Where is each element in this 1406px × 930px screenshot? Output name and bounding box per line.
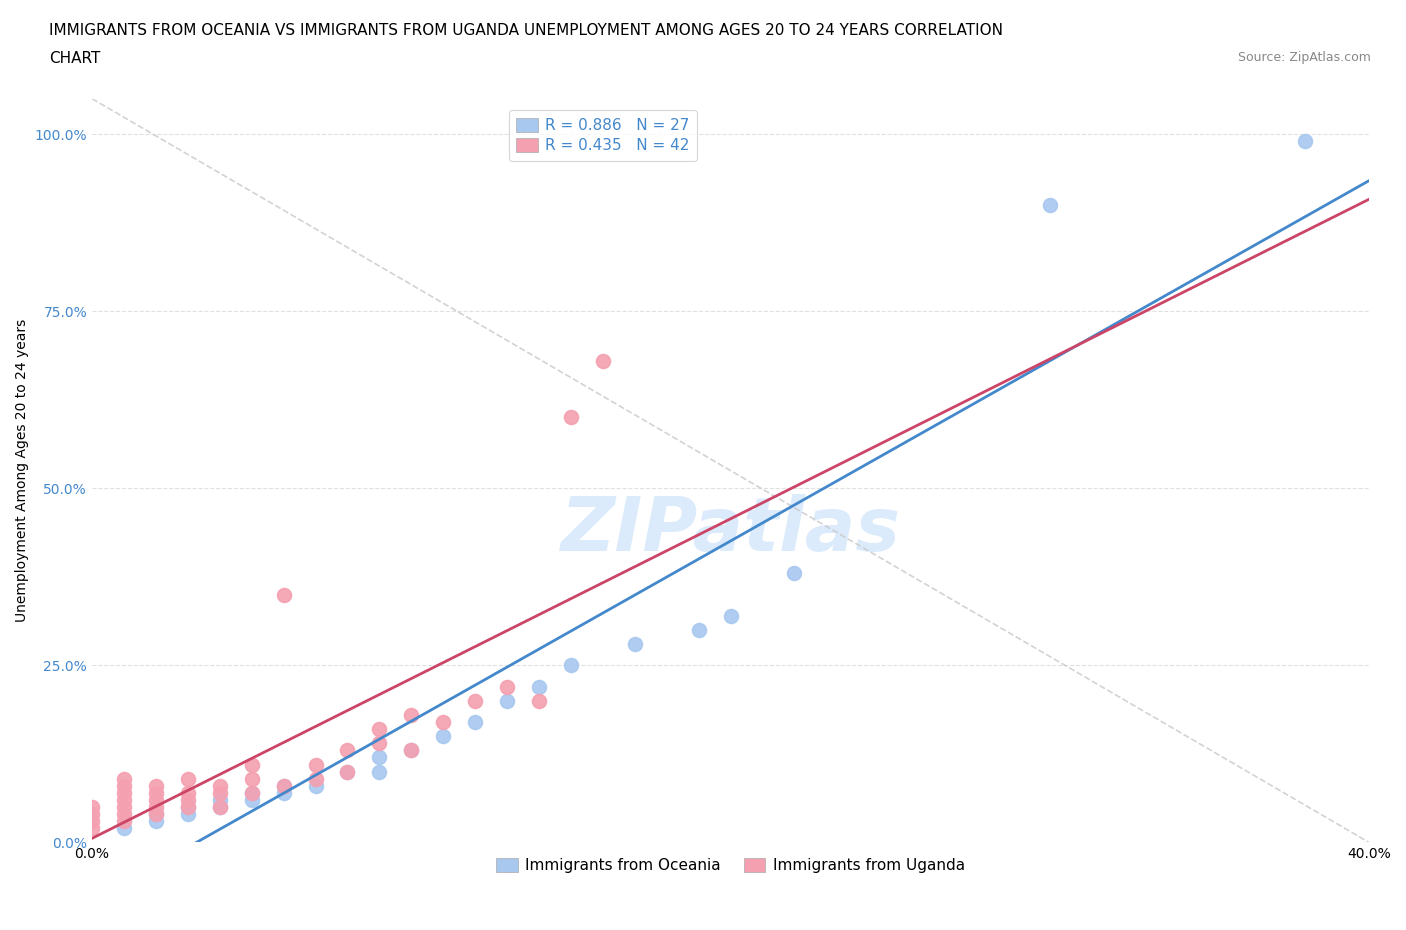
Point bbox=[112, 786, 135, 801]
Point bbox=[273, 587, 295, 602]
Point bbox=[273, 778, 295, 793]
Point bbox=[496, 694, 519, 709]
Point bbox=[527, 694, 550, 709]
Point bbox=[145, 806, 167, 821]
Point bbox=[177, 800, 200, 815]
Point bbox=[240, 757, 263, 772]
Text: CHART: CHART bbox=[49, 51, 101, 66]
Point bbox=[80, 814, 103, 829]
Point bbox=[401, 708, 423, 723]
Point bbox=[145, 778, 167, 793]
Point bbox=[208, 786, 231, 801]
Point bbox=[432, 729, 454, 744]
Point bbox=[688, 622, 710, 637]
Point bbox=[336, 764, 359, 779]
Point bbox=[208, 800, 231, 815]
Point bbox=[401, 743, 423, 758]
Y-axis label: Unemployment Among Ages 20 to 24 years: Unemployment Among Ages 20 to 24 years bbox=[15, 319, 30, 622]
Point bbox=[145, 806, 167, 821]
Point bbox=[368, 736, 391, 751]
Point bbox=[177, 792, 200, 807]
Text: IMMIGRANTS FROM OCEANIA VS IMMIGRANTS FROM UGANDA UNEMPLOYMENT AMONG AGES 20 TO : IMMIGRANTS FROM OCEANIA VS IMMIGRANTS FR… bbox=[49, 23, 1004, 38]
Point bbox=[1294, 134, 1316, 149]
Point bbox=[336, 743, 359, 758]
Point bbox=[368, 750, 391, 764]
Point bbox=[720, 608, 742, 623]
Point bbox=[80, 800, 103, 815]
Point bbox=[177, 786, 200, 801]
Point bbox=[112, 771, 135, 786]
Point bbox=[368, 764, 391, 779]
Point bbox=[527, 679, 550, 694]
Point bbox=[401, 743, 423, 758]
Point bbox=[145, 800, 167, 815]
Point bbox=[304, 778, 326, 793]
Point bbox=[560, 658, 582, 672]
Point bbox=[145, 792, 167, 807]
Point bbox=[145, 786, 167, 801]
Point bbox=[208, 792, 231, 807]
Point bbox=[464, 714, 486, 729]
Point bbox=[783, 565, 806, 580]
Point bbox=[432, 714, 454, 729]
Point bbox=[273, 786, 295, 801]
Point bbox=[177, 806, 200, 821]
Point bbox=[240, 786, 263, 801]
Point bbox=[80, 806, 103, 821]
Text: Source: ZipAtlas.com: Source: ZipAtlas.com bbox=[1237, 51, 1371, 64]
Text: ZIPatlas: ZIPatlas bbox=[561, 494, 901, 566]
Point bbox=[112, 778, 135, 793]
Point bbox=[240, 771, 263, 786]
Point bbox=[177, 800, 200, 815]
Point bbox=[1039, 197, 1062, 212]
Point bbox=[80, 821, 103, 836]
Legend: Immigrants from Oceania, Immigrants from Uganda: Immigrants from Oceania, Immigrants from… bbox=[491, 852, 972, 880]
Point bbox=[304, 757, 326, 772]
Point bbox=[112, 821, 135, 836]
Point bbox=[496, 679, 519, 694]
Point bbox=[464, 694, 486, 709]
Point bbox=[240, 792, 263, 807]
Point bbox=[336, 764, 359, 779]
Point bbox=[208, 800, 231, 815]
Point bbox=[240, 786, 263, 801]
Point bbox=[112, 806, 135, 821]
Point bbox=[368, 722, 391, 737]
Point bbox=[112, 800, 135, 815]
Point bbox=[304, 771, 326, 786]
Point bbox=[112, 792, 135, 807]
Point bbox=[112, 814, 135, 829]
Point bbox=[623, 637, 645, 652]
Point bbox=[145, 814, 167, 829]
Point bbox=[273, 778, 295, 793]
Point bbox=[560, 410, 582, 425]
Point bbox=[592, 353, 614, 368]
Point bbox=[177, 771, 200, 786]
Point bbox=[208, 778, 231, 793]
